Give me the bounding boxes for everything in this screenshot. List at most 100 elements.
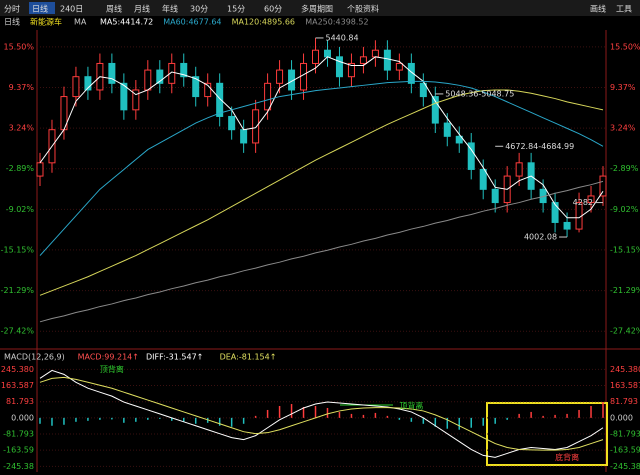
toolbar-tab[interactable]: 年线 [162,4,178,14]
candle-body [192,76,200,98]
y-tick-label-left: -9.02% [6,205,35,214]
candle-body [443,122,451,137]
candle-body [276,69,284,84]
toolbar-tab[interactable]: 多周期图 [301,4,333,14]
toolbar-tab[interactable]: 60分 [264,5,282,14]
candle-body [359,56,367,64]
y-tick-label-left: 245.380 [1,365,34,374]
y-tick-label-right: 0.000 [610,413,633,422]
toolbar-tab[interactable]: 30分 [190,5,208,14]
candle-body [599,175,607,197]
y-tick-label-left: 163.587 [1,381,34,390]
candle-body [36,162,44,177]
candle-body [180,62,188,78]
legend-item: MA120:4895.66 [232,18,295,27]
ma-line [39,369,604,458]
divergence-label: 顶背离 [399,401,423,411]
price-annotation: 4002.08 [524,233,557,242]
candle-body [431,96,439,124]
y-tick-label-left: 15.50% [3,42,34,51]
toolbar-tab[interactable]: 分时 [4,4,20,14]
candle-body [144,69,152,91]
y-tick-label-right: 81.793 [610,397,638,406]
candle-body [515,162,523,177]
candle-body [132,89,140,111]
y-tick-label-right: 163.587 [610,381,640,390]
ma-line [39,56,604,219]
candle-body [264,82,272,111]
toolbar-tab[interactable]: 日线 [32,4,48,14]
ma-line [39,80,604,256]
candle-body [383,49,391,71]
candle-body [395,62,403,71]
candle-body [563,221,571,230]
toolbar-tab[interactable]: 周线 [106,4,122,14]
toolbar-tab[interactable]: 15分 [227,5,245,14]
candle-body [587,195,595,204]
toolbar-tab[interactable]: 个股资料 [347,4,379,14]
price-annotation: 4282 [573,198,593,207]
y-tick-label-left: 9.37% [9,83,35,92]
candle-body [120,82,128,111]
divergence-label: 顶背离 [100,364,124,374]
legend-period: 日线 [4,17,20,27]
divergence-label: 底背离 [555,452,579,462]
y-tick-label-right: -21.29% [610,286,640,295]
price-annotation: 5440.84 [326,33,359,42]
candle-body [419,82,427,98]
legend-item: MA5:4414.72 [100,18,153,27]
y-tick-label-right: -27.42% [610,327,640,336]
y-tick-label-left: -15.15% [1,245,35,254]
candle-body [216,82,224,117]
price-annotation: 4672.84-4684.99 [505,142,574,151]
candle-body [479,168,487,190]
legend-ma: MA [74,18,87,27]
toolbar-button[interactable]: 画线 [590,4,606,14]
y-tick-label-left: 3.24% [9,124,35,133]
toolbar-tab[interactable]: 月线 [134,4,150,14]
legend-item: MA250:4398.52 [305,18,368,27]
candle-body [240,129,248,144]
candle-body [323,49,331,58]
toolbar-button[interactable]: 工具 [616,5,632,14]
y-tick-label-right: -163.59 [610,446,640,455]
candle-body [84,76,92,91]
y-tick-label-left: -27.42% [1,327,35,336]
y-tick-label-right: -9.02% [610,205,639,214]
candle-body [551,202,559,223]
candle-body [312,49,320,64]
candle-body [371,49,379,58]
macd-legend: MACD(12,26,9) [4,353,65,362]
y-tick-label-left: -163.59 [3,446,34,455]
y-tick-label-left: 0.000 [11,413,34,422]
y-tick-label-left: -21.29% [1,286,35,295]
candle-body [455,135,463,144]
y-tick-label-left: 81.793 [6,397,34,406]
tab-active [29,2,55,14]
ma-line [39,89,604,296]
candle-body [347,62,355,78]
candle-body [252,109,260,144]
candle-body [72,76,80,98]
y-tick-label-right: 245.380 [610,365,640,374]
candle-body [168,62,176,84]
ma-line [39,180,604,323]
y-tick-label-left: -245.38 [3,462,34,471]
candle-body [108,62,116,84]
candle-body [335,56,343,78]
legend-name: 新能源车 [30,17,62,27]
macd-legend: DIFF:-31.547↑ [146,353,203,362]
y-tick-label-left: -81.793 [3,430,34,439]
y-tick-label-right: -2.89% [610,164,639,173]
candle-body [204,82,212,98]
y-tick-label-right: -245.38 [610,462,640,471]
y-tick-label-right: -15.15% [610,245,640,254]
toolbar-tab[interactable]: 240日 [60,5,83,14]
candle-body [467,142,475,170]
candle-body [407,62,415,84]
legend-item: MA60:4677.64 [163,18,221,27]
y-tick-label-right: 3.24% [610,124,636,133]
price-annotation: 5048.36-5048.75 [445,89,514,98]
